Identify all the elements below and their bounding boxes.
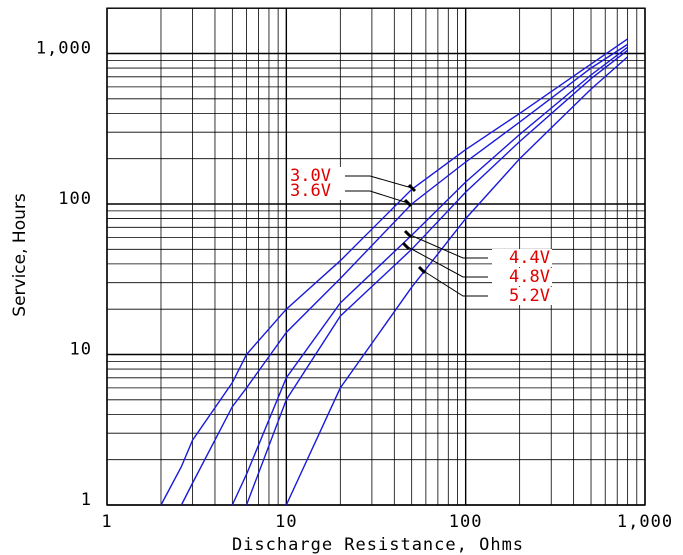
leader-line [421,269,488,297]
pointer [403,229,413,239]
x-axis-title: Discharge Resistance, Ohms [232,535,524,555]
leader-line [345,190,409,204]
series-label: 3.6V [290,181,331,201]
label-bg [492,249,552,267]
series-line [285,56,629,506]
x-tick-label: 10 [275,512,297,532]
label-bg [492,268,552,286]
plot-frame [106,7,646,506]
x-tick-label: 1 [101,512,112,532]
label-bg [288,167,348,185]
y-axis-title: Service, Hours [10,193,30,317]
label-bg [492,287,552,305]
y-tick-label: 10 [70,340,92,360]
pointer [403,198,413,208]
y-tick-label: 1,000 [36,39,92,59]
label-bg [288,182,348,200]
series-label: 3.0V [290,166,331,186]
leader-line [345,175,413,189]
x-tick-label: 100 [449,512,483,532]
series-label: 4.4V [509,248,550,268]
series-line [245,49,629,506]
series-line [180,43,628,506]
y-tick-label: 100 [58,189,92,209]
pointer [417,265,427,275]
series-label: 4.8V [509,267,550,287]
leader-line [405,245,488,278]
pointer [401,241,411,251]
leader-line [407,233,488,259]
series-label: 5.2V [509,286,550,306]
pointer [407,183,417,193]
x-tick-label: 1,000 [617,512,673,532]
series-line [160,38,628,506]
series-line [231,46,629,506]
y-tick-label: 1 [81,490,92,510]
